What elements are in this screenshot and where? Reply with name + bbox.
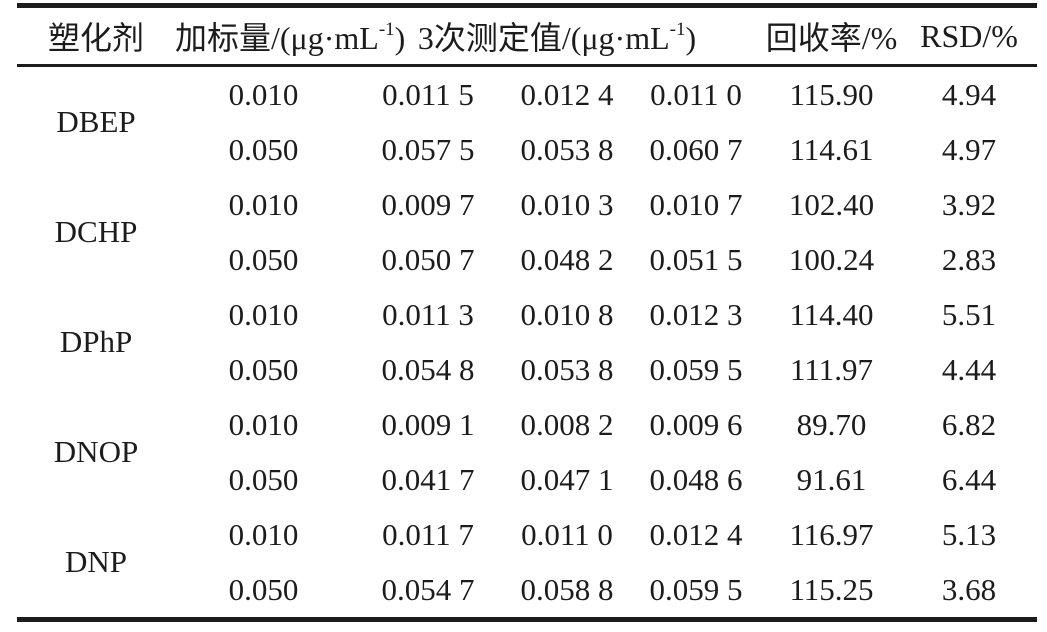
- measured-value: 0.053 8: [520, 131, 614, 167]
- col-header-plasticizer: 塑化剂: [17, 5, 175, 67]
- spiked-value: 0.010: [228, 516, 299, 552]
- plasticizer-name: DNOP: [53, 434, 139, 469]
- measured-value: 0.012 4: [520, 76, 614, 112]
- measured-value: 0.060 7: [649, 131, 743, 167]
- rsd-value: 4.44: [941, 351, 997, 387]
- plasticizer-name: DNP: [64, 544, 127, 579]
- measured-value: 0.059 5: [649, 571, 743, 607]
- recovery-value: 91.61: [796, 461, 867, 497]
- rsd-value: 6.82: [941, 406, 997, 442]
- measured-value: 0.010 8: [520, 296, 614, 332]
- measured-value: 0.051 5: [649, 241, 743, 277]
- measured-value: 0.041 7: [381, 461, 475, 497]
- recovery-value: 89.70: [796, 406, 867, 442]
- measured-value: 0.011 0: [650, 76, 742, 112]
- recovery-value: 114.61: [789, 131, 874, 167]
- table-row: 0.050 0.054 8 0.053 8 0.059 5 111.97 4.4…: [17, 342, 1037, 397]
- spiked-value: 0.010: [228, 76, 299, 112]
- col-header-rsd: RSD/%: [901, 5, 1037, 67]
- rsd-value: 6.44: [941, 461, 997, 497]
- spiked-value: 0.010: [228, 296, 299, 332]
- measured-value: 0.008 2: [520, 406, 614, 442]
- rsd-value: 3.68: [941, 571, 997, 607]
- table-row: 0.050 0.057 5 0.053 8 0.060 7 114.61 4.9…: [17, 122, 1037, 177]
- rsd-value: 4.97: [941, 131, 997, 167]
- measured-value: 0.054 8: [381, 351, 475, 387]
- spiked-unit-text: 加标量/(μg·mL: [175, 20, 379, 56]
- spiked-unit-close: ): [394, 20, 406, 56]
- rsd-value: 3.92: [941, 186, 997, 222]
- measured-value: 0.054 7: [381, 571, 475, 607]
- spiked-value: 0.050: [228, 571, 299, 607]
- measured-value: 0.011 7: [382, 516, 474, 552]
- measured-value: 0.009 7: [381, 186, 475, 222]
- measured-value: 0.009 6: [649, 406, 743, 442]
- measured-value: 0.048 2: [520, 241, 614, 277]
- rsd-value: 4.94: [941, 76, 997, 112]
- measured-value: 0.010 3: [520, 186, 614, 222]
- recovery-value: 115.90: [789, 76, 874, 112]
- measured-value: 0.012 3: [649, 296, 743, 332]
- measured-value: 0.050 7: [381, 241, 475, 277]
- table-row: DPhP 0.010 0.011 3 0.010 8 0.012 3 114.4…: [17, 287, 1037, 360]
- recovery-value: 111.97: [790, 351, 873, 387]
- measured-value: 0.058 8: [520, 571, 614, 607]
- recovery-value: 100.24: [788, 241, 875, 277]
- measured-value: 0.059 5: [649, 351, 743, 387]
- col-header-spiked-amount: 加标量/(μg·mL-1): [175, 5, 405, 67]
- table-row: DNP 0.010 0.011 7 0.011 0 0.012 4 116.97…: [17, 507, 1037, 580]
- spiked-value: 0.050: [228, 131, 299, 167]
- measured-value: 0.012 4: [649, 516, 743, 552]
- table-row: 0.050 0.050 7 0.048 2 0.051 5 100.24 2.8…: [17, 232, 1037, 287]
- plasticizer-name: DPhP: [59, 324, 133, 359]
- measured-value: 0.047 1: [520, 461, 614, 497]
- spiked-value: 0.010: [228, 186, 299, 222]
- recovery-value: 116.97: [789, 516, 874, 552]
- measured-value: 0.011 5: [382, 76, 474, 112]
- rsd-value: 2.83: [941, 241, 997, 277]
- measured-unit-superscript: -1: [669, 19, 686, 41]
- spiked-value: 0.010: [228, 406, 299, 442]
- plasticizer-name: DBEP: [56, 104, 136, 139]
- spiked-value: 0.050: [228, 461, 299, 497]
- table-row: 0.050 0.041 7 0.047 1 0.048 6 91.61 6.44: [17, 452, 1037, 507]
- table-row: DCHP 0.010 0.009 7 0.010 3 0.010 7 102.4…: [17, 177, 1037, 250]
- recovery-value: 115.25: [789, 571, 874, 607]
- spiked-value: 0.050: [228, 351, 299, 387]
- plasticizer-name: DCHP: [54, 214, 138, 249]
- recovery-value: 114.40: [789, 296, 874, 332]
- measured-value: 0.009 1: [381, 406, 475, 442]
- header-row: 塑化剂 加标量/(μg·mL-1) 3次测定值/(μg·mL-1) 回收率/% …: [17, 5, 1037, 67]
- col-header-measured-values: 3次测定值/(μg·mL-1): [352, 5, 762, 67]
- table-row: DBEP 0.010 0.011 5 0.012 4 0.011 0 115.9…: [17, 66, 1037, 140]
- measured-unit-close: ): [685, 20, 697, 56]
- measured-value: 0.011 0: [521, 516, 613, 552]
- col-header-recovery: 回收率/%: [762, 5, 901, 67]
- measured-value: 0.048 6: [649, 461, 743, 497]
- rsd-value: 5.51: [941, 296, 997, 332]
- spiked-unit-superscript: -1: [378, 19, 395, 41]
- measured-value: 0.053 8: [520, 351, 614, 387]
- table-row: 0.050 0.054 7 0.058 8 0.059 5 115.25 3.6…: [17, 562, 1037, 620]
- table-row: DNOP 0.010 0.009 1 0.008 2 0.009 6 89.70…: [17, 397, 1037, 470]
- spike-recovery-table: 塑化剂 加标量/(μg·mL-1) 3次测定值/(μg·mL-1) 回收率/% …: [17, 3, 1037, 622]
- measured-unit-text: 3次测定值/(μg·mL: [417, 20, 670, 56]
- measured-value: 0.057 5: [381, 131, 475, 167]
- measured-value: 0.011 3: [382, 296, 474, 332]
- spiked-value: 0.050: [228, 241, 299, 277]
- rsd-value: 5.13: [941, 516, 997, 552]
- measured-value: 0.010 7: [649, 186, 743, 222]
- recovery-value: 102.40: [788, 186, 875, 222]
